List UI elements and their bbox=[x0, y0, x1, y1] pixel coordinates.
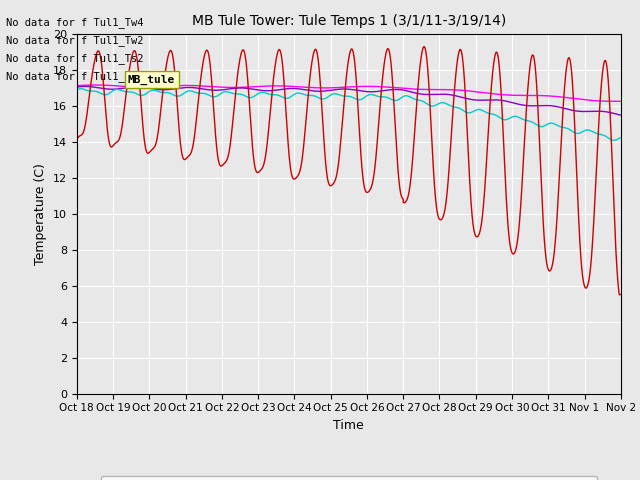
Tul1_Ts-16cm bbox=[81, 84, 89, 89]
Text: No data for f Tul1_Ts2: No data for f Tul1_Ts2 bbox=[6, 53, 144, 64]
Tul1_Tw+10cm bbox=[100, 89, 108, 95]
Text: No data for f Tul1_Ts: No data for f Tul1_Ts bbox=[6, 72, 138, 83]
Tul1_Ts-8cm bbox=[395, 96, 403, 102]
Tul1_Tw+10cm bbox=[395, 175, 403, 181]
Tul1_Ts-8cm bbox=[506, 116, 513, 121]
Tul1_Ts-8cm bbox=[100, 92, 108, 97]
Tul1_Ts-8cm bbox=[270, 92, 278, 97]
Tul1_Tw+10cm bbox=[616, 292, 623, 298]
Tul1_Ts-16cm bbox=[73, 84, 81, 90]
Line: Tul1_Ts-8cm: Tul1_Ts-8cm bbox=[77, 89, 621, 140]
Tul1_Ts-8cm bbox=[476, 107, 484, 112]
Tul1_Ts-16cm bbox=[395, 87, 403, 93]
Text: MB_tule: MB_tule bbox=[128, 74, 175, 84]
Tul1_Ts-32cm bbox=[100, 82, 108, 88]
Tul1_Ts-32cm bbox=[506, 92, 513, 98]
Tul1_Tw+10cm bbox=[617, 292, 625, 298]
Tul1_Ts-16cm bbox=[419, 91, 426, 97]
Tul1_Tw+10cm bbox=[420, 44, 428, 49]
Tul1_Ts-16cm bbox=[270, 87, 278, 93]
Text: No data for f Tul1_Tw4: No data for f Tul1_Tw4 bbox=[6, 17, 144, 28]
Tul1_Ts-16cm bbox=[476, 97, 484, 103]
Tul1_Tw+10cm bbox=[73, 136, 81, 142]
Text: No data for f Tul1_Tw2: No data for f Tul1_Tw2 bbox=[6, 35, 144, 46]
Tul1_Ts-32cm bbox=[395, 85, 403, 91]
Tul1_Tw+10cm bbox=[476, 228, 484, 233]
Title: MB Tule Tower: Tule Temps 1 (3/1/11-3/19/14): MB Tule Tower: Tule Temps 1 (3/1/11-3/19… bbox=[191, 14, 506, 28]
Tul1_Tw+10cm bbox=[270, 73, 278, 79]
Tul1_Ts-8cm bbox=[77, 86, 84, 92]
Tul1_Ts-32cm bbox=[419, 86, 426, 92]
Tul1_Ts-32cm bbox=[73, 83, 81, 88]
Tul1_Ts-16cm bbox=[617, 112, 625, 118]
Tul1_Ts-16cm bbox=[506, 99, 513, 105]
X-axis label: Time: Time bbox=[333, 419, 364, 432]
Tul1_Ts-32cm bbox=[92, 82, 99, 88]
Legend: Tul1_Tw+10cm, Tul1_Ts-8cm, Tul1_Ts-16cm, Tul1_Ts-32cm: Tul1_Tw+10cm, Tul1_Ts-8cm, Tul1_Ts-16cm,… bbox=[100, 476, 597, 480]
Tul1_Ts-32cm bbox=[476, 89, 484, 95]
Tul1_Ts-32cm bbox=[617, 98, 625, 104]
Line: Tul1_Ts-16cm: Tul1_Ts-16cm bbox=[77, 86, 621, 115]
Tul1_Ts-8cm bbox=[419, 98, 426, 104]
Line: Tul1_Tw+10cm: Tul1_Tw+10cm bbox=[77, 47, 621, 295]
Tul1_Tw+10cm bbox=[506, 236, 513, 241]
Tul1_Ts-8cm bbox=[73, 87, 81, 93]
Tul1_Ts-8cm bbox=[617, 134, 625, 140]
Tul1_Ts-8cm bbox=[610, 137, 618, 143]
Tul1_Ts-16cm bbox=[100, 86, 108, 92]
Line: Tul1_Ts-32cm: Tul1_Ts-32cm bbox=[77, 85, 621, 101]
Tul1_Tw+10cm bbox=[419, 48, 426, 53]
Y-axis label: Temperature (C): Temperature (C) bbox=[35, 163, 47, 264]
Tul1_Ts-32cm bbox=[270, 83, 278, 89]
